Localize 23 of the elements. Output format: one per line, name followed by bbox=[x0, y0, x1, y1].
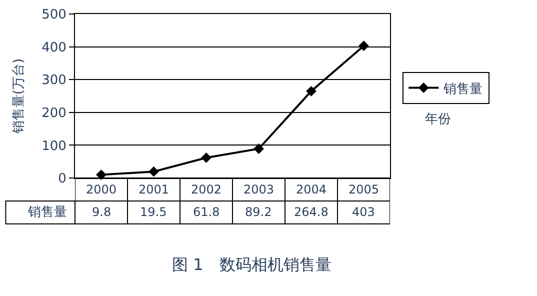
x-tick-label: 2000 bbox=[86, 182, 117, 196]
x-tick-label: 2003 bbox=[243, 182, 274, 196]
data-label: 89.2 bbox=[245, 205, 272, 219]
x-tick-label: 2001 bbox=[138, 182, 170, 196]
data-label: 19.5 bbox=[140, 205, 167, 219]
x-tick-label: 2005 bbox=[348, 182, 380, 196]
x-tick-label: 2004 bbox=[296, 182, 327, 196]
text: 销售量 bbox=[28, 205, 67, 220]
y-axis-title: 销售量(万台) bbox=[12, 58, 27, 135]
data-label: 61.8 bbox=[193, 205, 220, 219]
data-label: 403 bbox=[352, 205, 375, 219]
x-tick-label: 2002 bbox=[190, 182, 222, 196]
y-tick-label: 100 bbox=[42, 138, 66, 154]
y-tick-label: 0 bbox=[58, 172, 66, 187]
legend-label: 销售量 bbox=[442, 82, 483, 97]
y-tick-label: 500 bbox=[42, 8, 66, 23]
y-tick-label: 200 bbox=[42, 106, 66, 121]
x-axis-title: 年份 bbox=[425, 112, 451, 127]
text: 图 1 数码相机销售量 bbox=[172, 255, 332, 274]
data-label: 9.8 bbox=[92, 205, 112, 219]
data-label: 264.8 bbox=[294, 205, 328, 219]
y-tick-label: 400 bbox=[42, 40, 66, 56]
y-tick-label: 300 bbox=[42, 73, 66, 88]
